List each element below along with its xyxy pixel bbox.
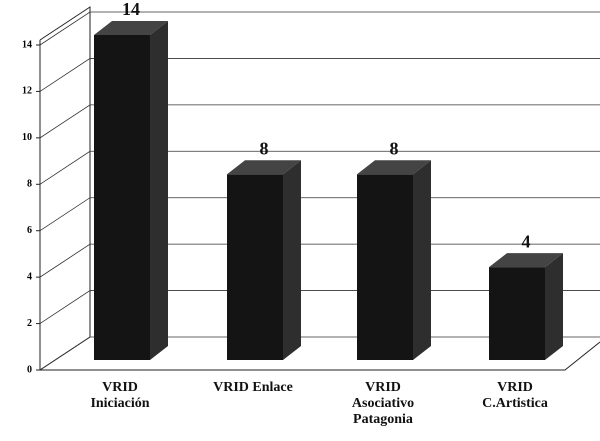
y-tick-label: 0 bbox=[27, 364, 32, 375]
y-tick-label: 14 bbox=[22, 39, 32, 50]
data-label: 4 bbox=[522, 231, 531, 251]
x-tick-label: VRID Asociativo Patagonia bbox=[351, 380, 415, 427]
bar-top bbox=[489, 253, 563, 268]
grid-line bbox=[39, 150, 600, 185]
bar-top bbox=[227, 160, 301, 175]
side-wall bbox=[39, 6, 91, 371]
bar-side bbox=[413, 160, 431, 360]
floor bbox=[40, 341, 600, 371]
x-tick-label: VRID C.Artistica bbox=[482, 380, 548, 411]
grid-line bbox=[39, 58, 600, 92]
data-label: 14 bbox=[122, 0, 140, 19]
bar bbox=[489, 267, 545, 360]
bar-top bbox=[357, 160, 431, 175]
grid-line bbox=[39, 11, 600, 46]
x-tick-label: VRID Iniciación bbox=[90, 380, 150, 411]
bar-top bbox=[94, 21, 168, 35]
bar-side bbox=[545, 253, 563, 360]
y-tick-label: 12 bbox=[22, 86, 32, 97]
bar bbox=[227, 174, 283, 360]
bar-side bbox=[150, 21, 168, 360]
grid-line bbox=[39, 104, 600, 139]
bar bbox=[94, 35, 150, 360]
x-tick-label: VRID Enlace bbox=[213, 380, 293, 395]
y-tick-label: 10 bbox=[22, 132, 32, 143]
y-tick-label: 2 bbox=[27, 318, 32, 329]
data-label: 8 bbox=[390, 138, 399, 158]
bar bbox=[357, 174, 413, 360]
y-tick-label: 6 bbox=[27, 225, 32, 236]
data-label: 8 bbox=[260, 138, 269, 158]
y-tick-label: 8 bbox=[27, 179, 32, 190]
y-tick-label: 4 bbox=[27, 271, 32, 282]
bar-side bbox=[283, 160, 301, 360]
